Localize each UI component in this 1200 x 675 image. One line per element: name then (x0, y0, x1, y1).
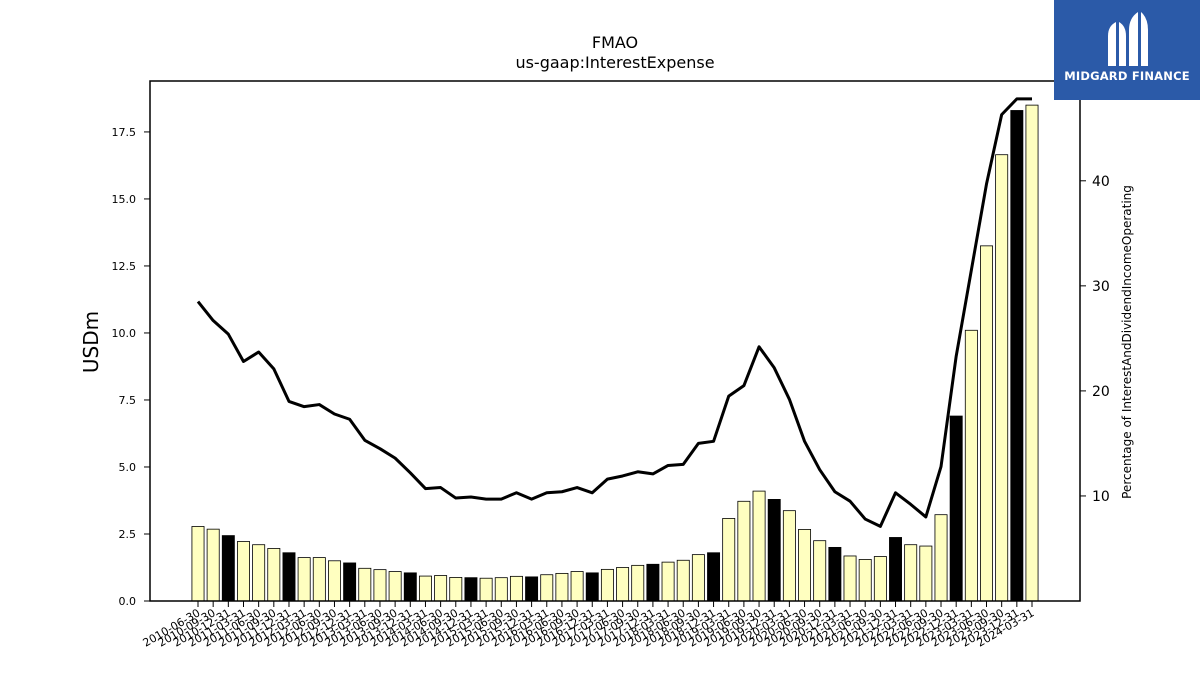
bar-2019-03-31 (722, 518, 736, 602)
brand-logo: MIDGARD FINANCE (1054, 0, 1200, 100)
bar-2016-03-31 (540, 574, 554, 602)
bar-2012-03-31 (297, 557, 311, 602)
bar-2017-12-31 (646, 563, 660, 602)
bar-2021-12-31 (889, 537, 902, 602)
y-axis-label: USDm (79, 311, 103, 373)
bar-2018-06-30 (676, 559, 690, 602)
bar-2023-06-30 (980, 245, 993, 602)
y2-tick-label: 10 (1092, 489, 1110, 505)
y-tick-label: 15.0 (112, 193, 137, 206)
bar-2022-09-30 (934, 514, 948, 602)
bar-2024-03-31 (1025, 104, 1039, 602)
y2-axis-label: Percentage of InterestAndDividendIncomeO… (1120, 185, 1134, 499)
y-tick-label: 10.0 (112, 327, 137, 340)
bar-2020-03-31 (782, 510, 796, 602)
bar-2023-09-30 (995, 154, 1009, 602)
logo-text: MIDGARD FINANCE (1064, 69, 1190, 83)
bar-2011-03-31 (237, 541, 250, 602)
logo-mark-icon (1108, 12, 1148, 66)
bar-2013-03-31 (358, 567, 372, 602)
bar-2018-12-31 (707, 552, 721, 602)
bar-2010-09-30 (206, 528, 220, 602)
bar-2014-03-31 (418, 575, 432, 602)
y-tick-label: 12.5 (112, 260, 137, 273)
bar-2012-09-30 (328, 560, 341, 602)
y2-axis-ticks: 10 20 30 40 (1080, 174, 1110, 505)
y-tick-label: 17.5 (112, 126, 137, 139)
bar-2016-12-31 (585, 572, 599, 602)
y-tick-label: 7.5 (119, 394, 137, 407)
bar-2015-09-30 (509, 575, 523, 602)
bar-2018-03-31 (661, 561, 675, 602)
bar-2016-06-30 (555, 572, 569, 602)
y-tick-label: 0.0 (119, 595, 137, 608)
bar-2010-12-31 (221, 535, 235, 602)
bar-2015-03-31 (479, 577, 493, 602)
bar-2013-06-30 (373, 569, 387, 602)
bar-2015-06-30 (494, 577, 508, 602)
bar-2012-12-31 (343, 562, 357, 602)
bar-2020-06-30 (798, 529, 812, 602)
bar-2017-03-31 (600, 568, 614, 602)
bar-2014-12-31 (464, 577, 478, 602)
bar-2019-06-30 (737, 500, 751, 602)
bar-2014-06-30 (434, 575, 448, 602)
bar-2017-09-30 (631, 564, 645, 602)
bar-2020-09-30 (813, 540, 827, 602)
bar-2022-03-31 (904, 544, 918, 602)
bar-2021-03-31 (843, 555, 857, 602)
line-series (196, 97, 1032, 528)
bar-2022-12-31 (949, 415, 963, 602)
bar-2013-12-31 (403, 572, 417, 602)
bar-2015-12-31 (525, 576, 539, 602)
percentage-line (196, 97, 1032, 528)
x-axis-ticks: 2010-06-302010-09-302010-12-312011-03-31… (141, 601, 1037, 650)
plot-frame (149, 80, 1081, 602)
bar-2017-06-30 (616, 567, 630, 602)
y2-tick-label: 30 (1092, 279, 1110, 295)
bar-2011-06-30 (252, 544, 266, 602)
bar-2023-03-31 (964, 329, 978, 602)
bar-2019-12-31 (767, 499, 781, 602)
y-tick-label: 5.0 (119, 461, 137, 474)
bar-2011-09-30 (267, 548, 281, 602)
bar-2023-12-31 (1010, 110, 1024, 602)
y-tick-label: 2.5 (119, 528, 137, 541)
bar-2014-09-30 (449, 577, 463, 602)
chart-title: FMAO (592, 33, 638, 52)
bar-2022-06-30 (919, 545, 933, 602)
bar-2018-09-30 (691, 554, 705, 602)
bar-2019-09-30 (752, 490, 766, 602)
bar-2020-12-31 (828, 546, 842, 602)
bar-2013-09-30 (388, 571, 402, 602)
bar-2012-06-30 (312, 557, 326, 602)
bar-2010-06-30 (191, 526, 205, 602)
y2-tick-label: 40 (1092, 174, 1110, 190)
bar-2011-12-31 (282, 552, 296, 602)
bar-2021-06-30 (858, 559, 872, 602)
bar-series (191, 104, 1039, 602)
chart-subtitle: us-gaap:InterestExpense (515, 53, 714, 72)
bar-2021-09-30 (873, 556, 887, 602)
bar-2016-09-30 (570, 571, 584, 602)
y2-tick-label: 20 (1092, 384, 1110, 400)
y-axis-ticks: 0.0 2.5 5.0 7.5 10.0 12.5 15.0 17.5 (112, 126, 150, 608)
